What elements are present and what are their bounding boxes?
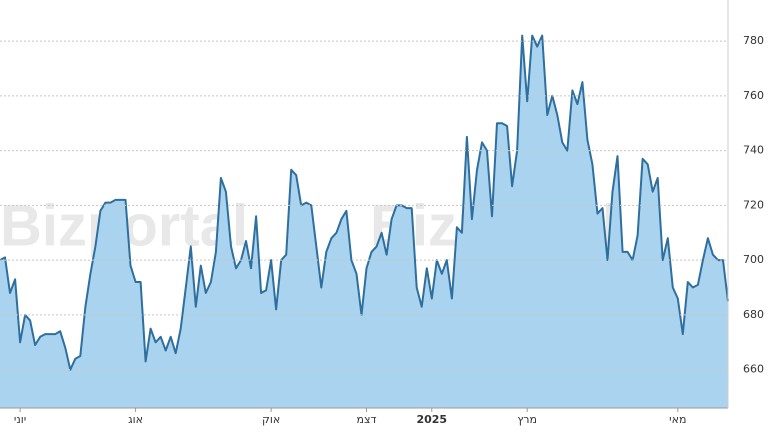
- y-tick-label: 680: [743, 308, 764, 321]
- area-fill: [0, 35, 728, 408]
- price-line: [0, 34, 729, 371]
- x-tick-label: 2025: [416, 413, 447, 426]
- x-tick-label: יוני: [14, 413, 26, 426]
- x-tick-label: מאי: [669, 413, 686, 426]
- x-tick-label: אוק: [262, 413, 280, 426]
- x-axis-band: [0, 408, 768, 432]
- y-tick-label: 700: [743, 253, 764, 266]
- y-tick-label: 780: [743, 34, 764, 47]
- y-tick-label: 740: [743, 144, 764, 157]
- y-tick-label: 660: [743, 363, 764, 376]
- y-tick-label: 720: [743, 198, 764, 211]
- x-tick-label: אוג: [128, 413, 143, 426]
- x-tick-label: דצמ: [357, 413, 377, 426]
- y-tick-label: 760: [743, 89, 764, 102]
- x-tick-label: מרץ: [517, 413, 537, 426]
